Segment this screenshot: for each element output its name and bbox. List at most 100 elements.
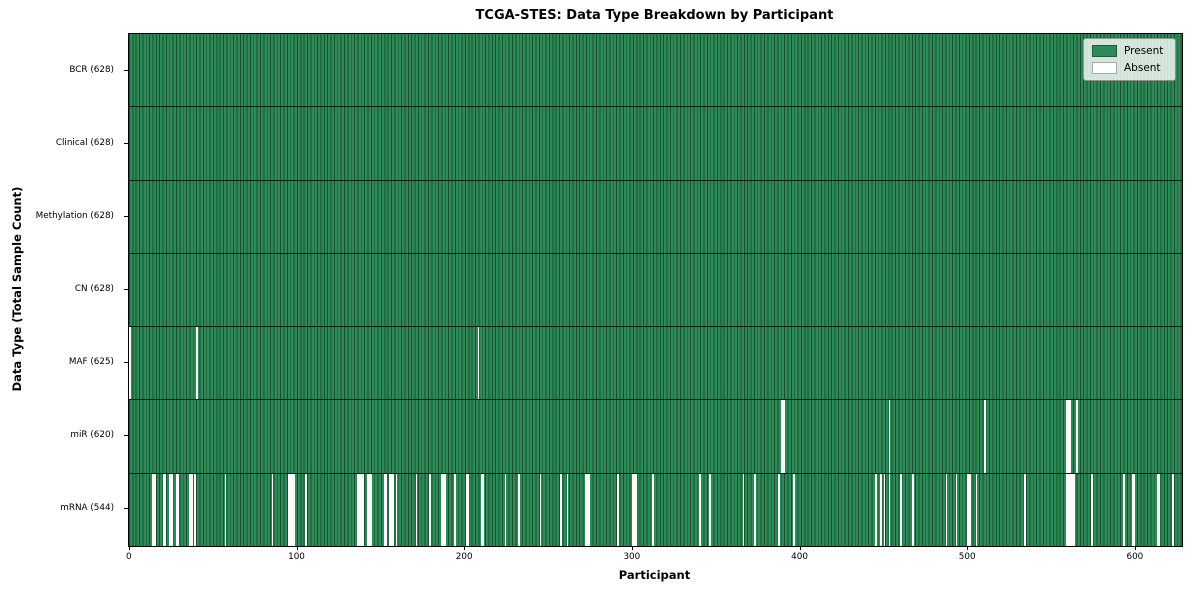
absent-stripe (652, 473, 654, 546)
absent-stripe (1073, 473, 1075, 546)
absent-stripe (1158, 473, 1161, 546)
y-tick-mark (124, 508, 128, 510)
absent-stripe (390, 473, 393, 546)
absent-stripe (357, 473, 359, 546)
absent-stripe (633, 473, 636, 546)
absent-stripe (370, 473, 373, 546)
absent-stripe (1066, 473, 1068, 546)
y-tick-label-mir: miR (620) (70, 430, 114, 441)
x-tick-label-200: 200 (455, 552, 473, 562)
absent-stripe (189, 473, 192, 546)
absent-stripe (880, 473, 882, 546)
x-axis-label: Participant (618, 568, 691, 582)
y-tick-marks (124, 33, 128, 545)
absent-stripe (955, 473, 958, 546)
y-tick-label-maf: MAF (625) (68, 357, 114, 368)
absent-stripe (362, 473, 364, 546)
x-tick-mark (464, 546, 466, 550)
legend-item-present: Present (1092, 45, 1167, 57)
x-tick-label-300: 300 (623, 552, 641, 562)
y-tick-label-cn: CN (628) (74, 284, 114, 294)
x-tick-marks (128, 546, 1181, 550)
absent-stripe (194, 473, 197, 546)
absent-stripe (175, 473, 178, 546)
absent-stripe (164, 473, 166, 546)
absent-stripe (289, 473, 292, 546)
absent-stripe (395, 473, 398, 546)
absent-stripe (224, 473, 227, 546)
absent-stripe (504, 473, 507, 546)
heatmap-row-maf (129, 327, 1182, 401)
absent-stripe (162, 473, 165, 546)
absent-stripe (481, 473, 483, 546)
absent-stripe (1066, 400, 1068, 473)
absent-stripe (518, 473, 520, 546)
absent-stripe (291, 473, 294, 546)
heatmap-row-methylation (129, 180, 1182, 254)
chart-title: TCGA-STES: Data Type Breakdown by Partic… (475, 8, 834, 23)
absent-stripe (385, 473, 388, 546)
absent-stripe (709, 473, 711, 546)
heatmap-row-mir (129, 400, 1182, 474)
absent-stripe (1069, 400, 1072, 473)
absent-stripe (305, 473, 307, 546)
legend-swatch-absent-icon (1092, 62, 1117, 74)
absent-stripe (559, 473, 562, 546)
absent-stripe (392, 473, 394, 546)
absent-stripe (984, 400, 986, 473)
y-tick-label-mrna: mRNA (544) (60, 503, 114, 514)
absent-stripe (1067, 400, 1070, 473)
x-tick-label-500: 500 (958, 552, 976, 562)
y-tick-label-bcr: BCR (628) (69, 64, 114, 75)
absent-stripe (875, 473, 877, 546)
x-tick-mark (296, 546, 298, 550)
absent-stripe (271, 473, 274, 546)
absent-stripe (742, 473, 745, 546)
absent-stripe (967, 473, 970, 546)
x-tick-label-100: 100 (288, 552, 305, 562)
absent-stripe (288, 473, 290, 546)
legend-swatch-present-icon (1092, 45, 1117, 57)
x-tick-mark (1134, 546, 1136, 550)
absent-stripe (566, 473, 569, 546)
x-tick-mark (967, 546, 969, 550)
absent-stripe (1133, 473, 1136, 546)
y-tick-mark (124, 289, 128, 290)
absent-stripe (442, 473, 445, 546)
x-tick-labels: 0 100 200 300 400 500 600 (126, 552, 1181, 564)
absent-stripe (782, 400, 785, 473)
absent-stripe (367, 473, 369, 546)
heatmap-row-mrna (129, 473, 1182, 546)
absent-stripe (368, 473, 371, 546)
absent-stripe (454, 473, 456, 546)
heatmap-plot (128, 33, 1183, 547)
absent-stripe (1071, 473, 1073, 546)
absent-stripe (154, 473, 156, 546)
absent-stripe (415, 473, 418, 546)
y-tick-mark (124, 215, 128, 217)
absent-stripe (1131, 473, 1134, 546)
absent-stripe (586, 473, 589, 546)
absent-stripe (781, 400, 783, 473)
absent-stripe (792, 473, 795, 546)
absent-stripe (888, 400, 891, 473)
absent-stripe (1076, 400, 1079, 473)
x-tick-label-400: 400 (791, 552, 808, 562)
absent-stripe (632, 473, 634, 546)
absent-stripe (440, 473, 443, 546)
x-tick-label-0: 0 (126, 552, 132, 562)
absent-stripe (482, 473, 485, 546)
absent-stripe (360, 473, 363, 546)
absent-stripe (170, 473, 173, 546)
absent-stripe (358, 473, 361, 546)
y-tick-label-clinical: Clinical (628) (55, 137, 114, 148)
absent-stripe (129, 327, 131, 400)
heatmap-row-cn (129, 253, 1182, 328)
absent-stripe (191, 473, 193, 546)
y-tick-mark (124, 142, 128, 144)
absent-stripe (585, 473, 587, 546)
absent-stripe (477, 327, 480, 400)
x-tick-mark (128, 546, 130, 550)
absent-stripe (1024, 473, 1027, 546)
